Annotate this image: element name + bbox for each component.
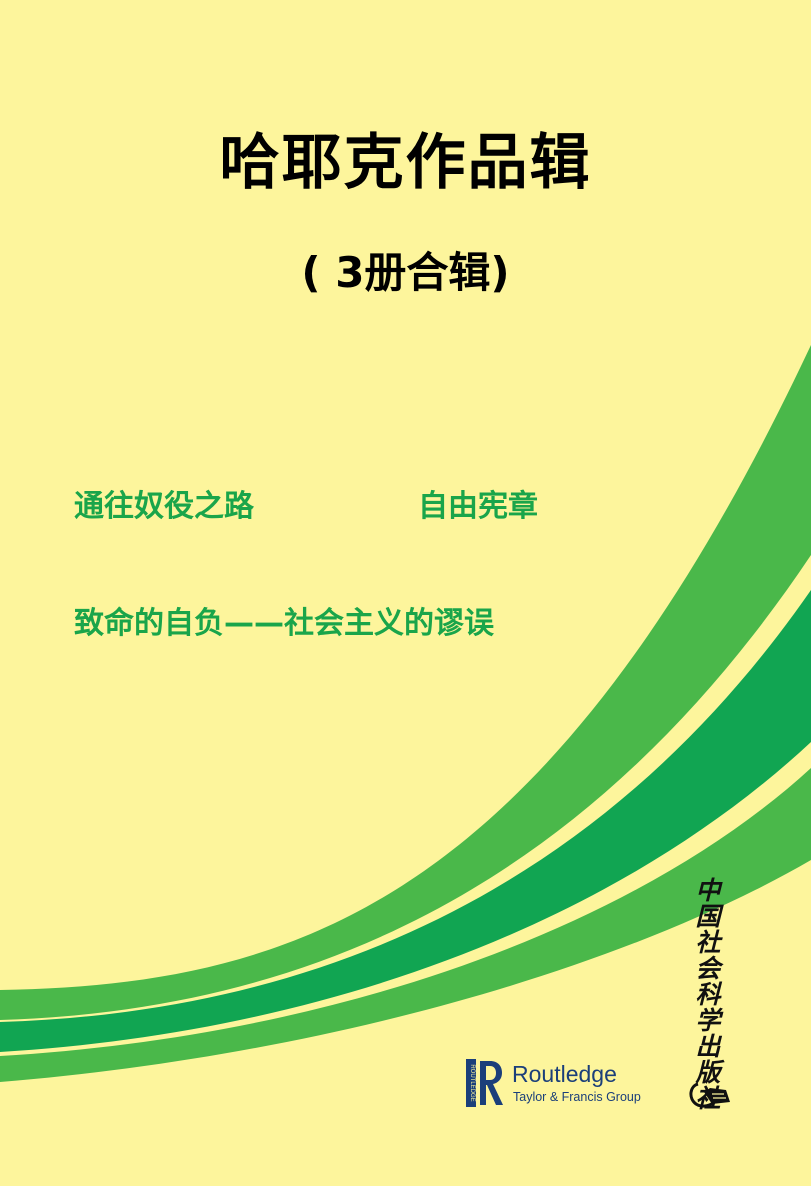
publisher-name-vertical: 中国社会科学出版社 [686, 878, 730, 1112]
publisher-char: 社 [695, 928, 721, 957]
routledge-name: Routledge [512, 1061, 617, 1087]
routledge-group: Taylor & Francis Group [513, 1090, 641, 1104]
routledge-vertical-wordmark: ROUTLEDGE [469, 1064, 475, 1101]
book-title-fatal-conceit: 致命的自负——社会主义的谬误 [74, 606, 494, 641]
publisher-char: 中 [695, 876, 721, 905]
swoosh-light-green-upper [0, 345, 811, 1020]
publisher-char: 版 [695, 1058, 721, 1087]
publisher-char: 会 [695, 954, 721, 983]
cover-title: 哈耶克作品辑 [219, 128, 592, 198]
swoosh-light-green-lower [0, 768, 811, 1082]
swoosh-dark-green [0, 590, 811, 1052]
book-title-road-to-serfdom: 通往奴役之路 [74, 489, 254, 524]
publisher-char: 出 [695, 1032, 721, 1061]
publisher-char: 科 [695, 980, 721, 1009]
routledge-logo-icon: ROUTLEDGE [466, 1059, 503, 1107]
publisher-char: 学 [695, 1006, 721, 1035]
publisher-logo-icon [689, 1082, 730, 1108]
book-title-constitution-of-liberty: 自由宪章 [418, 489, 538, 524]
publisher-char: 国 [695, 902, 721, 931]
cover-subtitle: ( 3册合辑) [301, 248, 510, 297]
